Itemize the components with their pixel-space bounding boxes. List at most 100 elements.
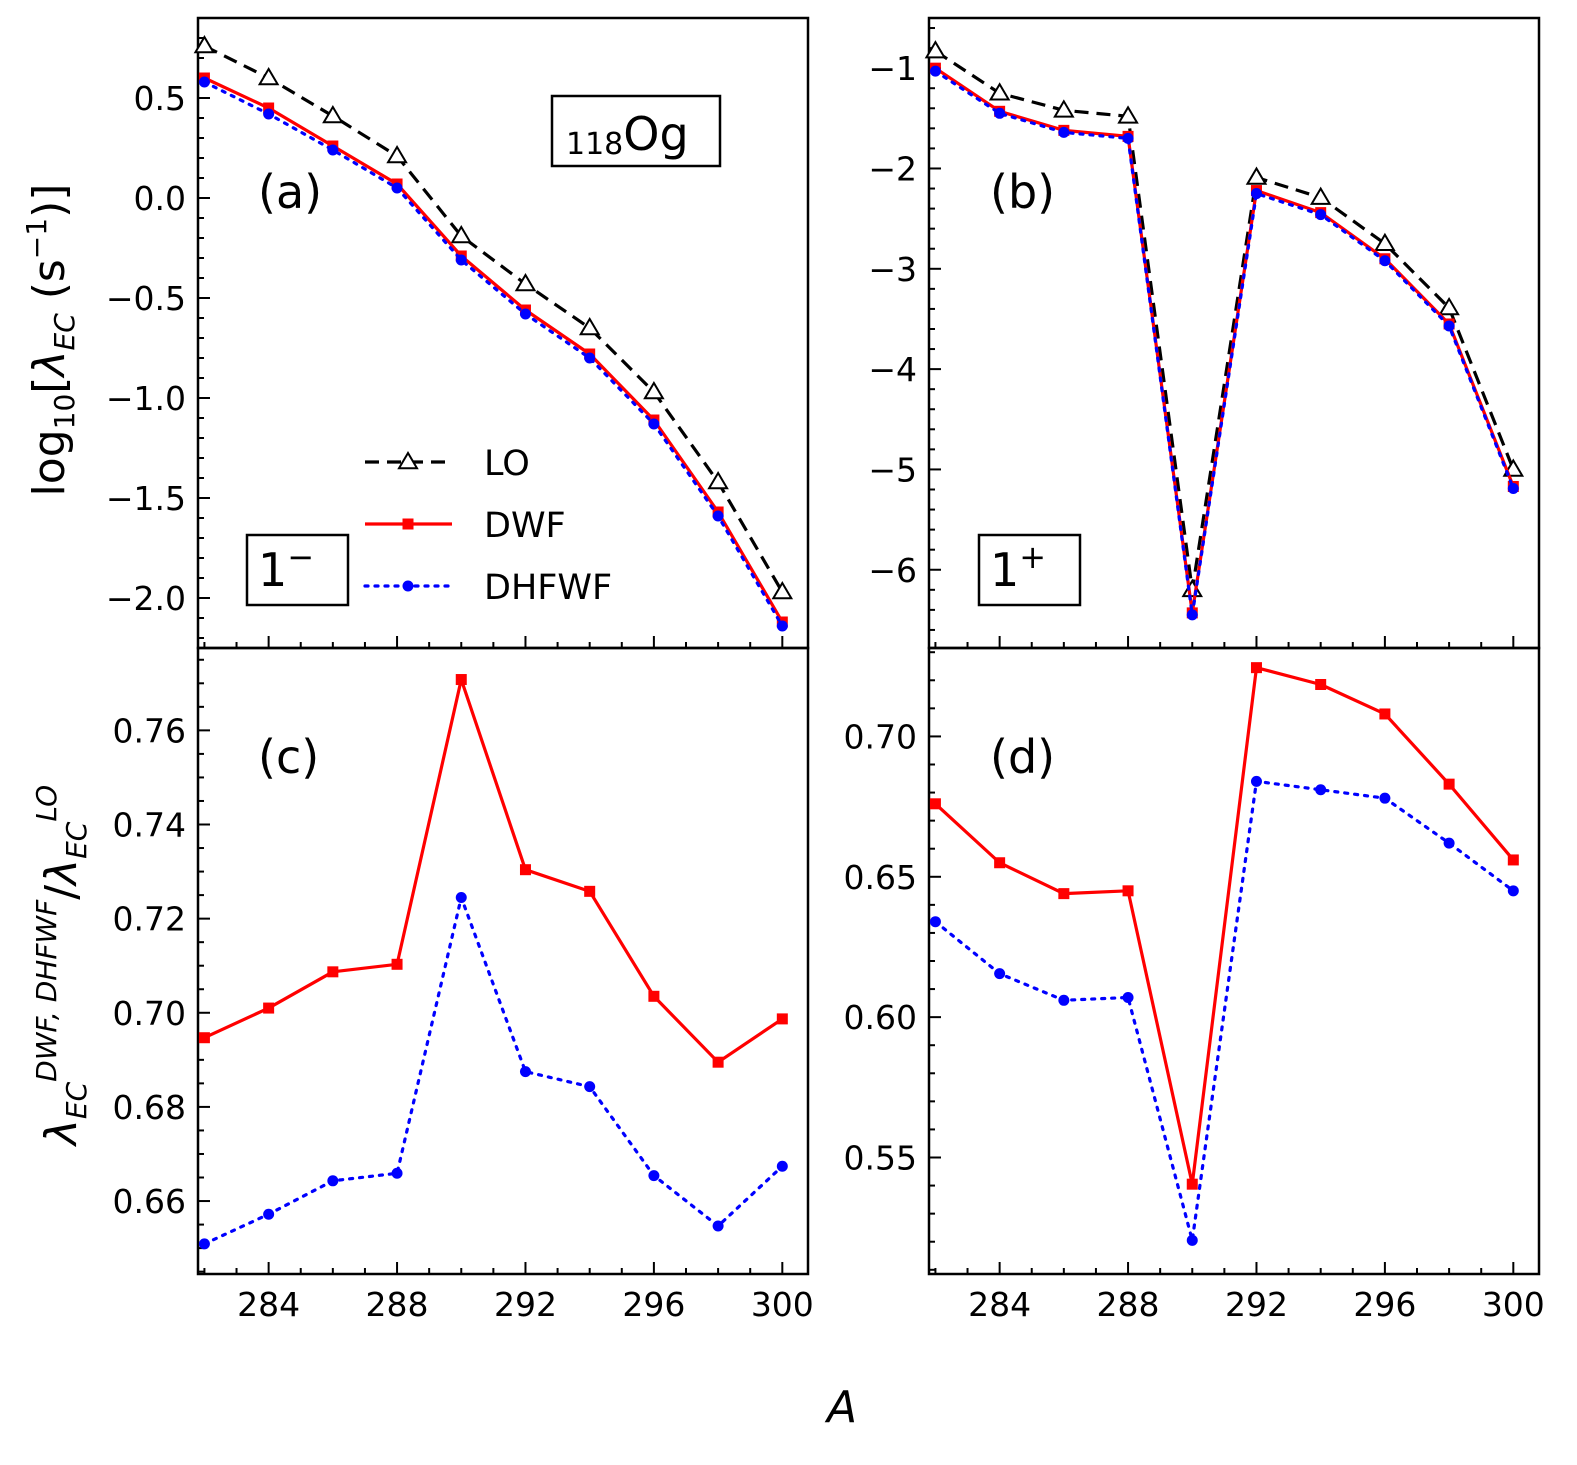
data-point (584, 885, 596, 897)
data-point (1250, 188, 1262, 200)
data-point (327, 966, 339, 978)
data-point (929, 65, 941, 77)
data-point (257, 67, 280, 86)
data-point (455, 674, 467, 686)
data-point (1443, 837, 1455, 849)
data-point (1186, 1178, 1198, 1190)
data-point (648, 418, 660, 430)
legend: LO DWF DHFWF (363, 444, 612, 608)
data-point (771, 581, 794, 600)
data-point (198, 76, 210, 88)
legend-entry-dhfwf: DHFWF (363, 568, 612, 608)
data-point (707, 471, 729, 490)
series-lo (924, 40, 1525, 598)
x-tick-label: 288 (1097, 1285, 1160, 1324)
spin-main: 1 (990, 543, 1019, 597)
data-point (1443, 320, 1455, 332)
y-tick-label: −1.0 (106, 379, 186, 418)
data-point (1507, 482, 1519, 494)
y-tick-label: −3 (868, 250, 917, 289)
data-point (712, 1220, 724, 1232)
data-point (519, 308, 531, 320)
svg-text:1−: 1− (258, 538, 314, 597)
series-dwf (198, 674, 788, 1068)
data-point (1379, 708, 1391, 720)
data-point (929, 916, 941, 928)
x-axis-label: A (824, 1382, 857, 1433)
parity-sup: − (287, 538, 314, 576)
series-line (202, 80, 784, 628)
data-point (391, 958, 403, 970)
data-point (1315, 209, 1327, 221)
data-point (391, 182, 403, 194)
data-point (1507, 885, 1519, 897)
series-dwf (929, 662, 1519, 1190)
data-point (648, 990, 660, 1002)
nucleus-main: Og (623, 107, 688, 161)
series-dhfwf (929, 65, 1519, 621)
y-tick-label: −1.5 (106, 479, 186, 518)
data-point (776, 620, 788, 632)
data-point (1379, 255, 1391, 267)
data-point (994, 968, 1006, 980)
data-point (988, 82, 1011, 101)
data-point (263, 1208, 275, 1220)
data-point (584, 352, 596, 364)
spin-parity-box-1minus: 1− (245, 533, 350, 607)
x-tick-label: 300 (751, 1285, 814, 1324)
legend-label: DWF (484, 506, 566, 546)
series-line (933, 69, 1515, 617)
data-point (1438, 296, 1460, 316)
y-tick-label: 0.74 (113, 806, 186, 845)
data-point (450, 225, 473, 244)
svg-text:1+: 1+ (990, 538, 1046, 597)
y-tick-label: 0.0 (134, 179, 186, 218)
y-tick-label: −1 (868, 49, 917, 88)
data-point (263, 108, 275, 120)
data-point (198, 1032, 210, 1044)
y-axis-label-top: log10[λEC (s−1)] (20, 184, 81, 497)
series-dhfwf (198, 76, 788, 632)
series-dhfwf (198, 891, 788, 1250)
data-point (929, 798, 941, 810)
data-point (1379, 792, 1391, 804)
data-point (327, 1175, 339, 1187)
y-tick-label: 0.65 (844, 858, 917, 897)
data-point (648, 1170, 660, 1182)
data-point (776, 1013, 788, 1025)
data-point (776, 1160, 788, 1172)
data-point (322, 105, 344, 124)
panel-label-c: (c) (258, 730, 319, 784)
data-point (1186, 1234, 1198, 1246)
data-point (1315, 784, 1327, 796)
y-tick-label: 0.5 (134, 79, 186, 118)
nucleus-label-box: 118Og (550, 94, 722, 168)
data-point (712, 510, 724, 522)
y-axis-label-bottom: λECDWF, DHFWF/λECLO (30, 785, 93, 1147)
panel-c: 284 288 292 296 300 0.76 0.74 0.72 0.70 0.68 0.66 (113, 646, 814, 1324)
data-point (386, 145, 408, 164)
x-tick-label: 288 (366, 1285, 429, 1324)
x-tick-label: 296 (1353, 1285, 1416, 1324)
legend-marker (402, 518, 414, 530)
y-tick-label: −4 (868, 350, 917, 389)
data-point (263, 1002, 275, 1014)
series-lo (193, 35, 794, 600)
data-point (1507, 854, 1519, 866)
data-point (455, 891, 467, 903)
svg-text:118Og: 118Og (566, 107, 689, 162)
data-point (519, 864, 531, 876)
data-point (924, 40, 947, 59)
y-tick-label: 0.55 (844, 1139, 917, 1178)
data-point (263, 102, 275, 114)
y-tick-label: −5 (868, 450, 917, 489)
y-tick-label: 0.66 (113, 1182, 186, 1221)
x-tick-label: 300 (1482, 1285, 1545, 1324)
data-point (1122, 991, 1134, 1003)
series-line (202, 895, 784, 1246)
y-tick-label: −0.5 (106, 279, 186, 318)
data-point (391, 1167, 403, 1179)
legend-marker (402, 580, 414, 592)
data-point (198, 1238, 210, 1250)
